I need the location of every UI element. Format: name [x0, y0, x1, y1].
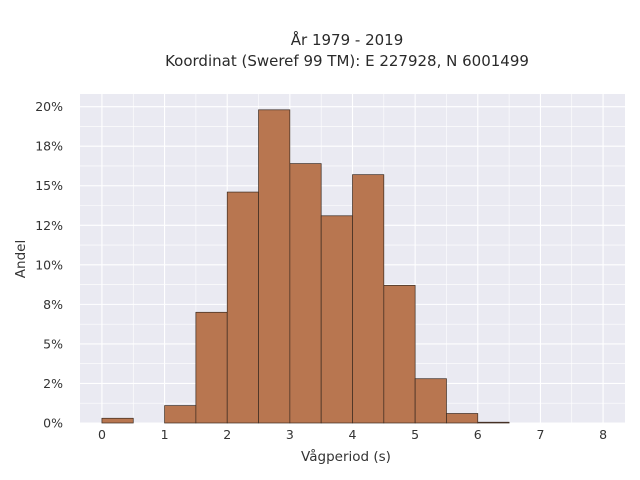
y-tick-label: 20%: [35, 99, 63, 114]
y-tick-label: 5%: [43, 336, 63, 351]
y-axis-label: Andel: [13, 240, 29, 278]
bars: [101, 109, 510, 424]
histogram-bar: [446, 413, 479, 424]
x-axis-ticks: 0 1 2 3 4 5 6 7 8: [98, 427, 607, 442]
x-tick-label: 5: [411, 427, 419, 442]
histogram-bar: [289, 163, 322, 424]
histogram-bar: [258, 109, 291, 424]
histogram-bar: [477, 421, 510, 424]
x-tick-label: 3: [286, 427, 294, 442]
y-tick-label: 12%: [35, 218, 63, 233]
histogram-bar: [414, 378, 447, 424]
histogram-bar: [352, 174, 385, 424]
y-tick-label: 18%: [35, 139, 63, 154]
x-tick-label: 8: [599, 427, 607, 442]
x-tick-label: 1: [161, 427, 169, 442]
y-tick-label: 10%: [35, 257, 63, 272]
x-tick-label: 4: [349, 427, 357, 442]
histogram-bar: [164, 405, 197, 424]
y-tick-label: 8%: [43, 297, 63, 312]
y-tick-label: 2%: [43, 376, 63, 391]
y-tick-label: 15%: [35, 178, 63, 193]
x-tick-label: 6: [474, 427, 482, 442]
y-axis-ticks: 0% 2% 5% 8% 10% 12% 15% 18% 20%: [35, 99, 63, 430]
histogram-bar: [195, 311, 228, 424]
x-tick-label: 2: [223, 427, 231, 442]
x-tick-label: 7: [536, 427, 544, 442]
x-axis-label: Vågperiod (s): [301, 448, 391, 465]
x-tick-label: 0: [98, 427, 106, 442]
histogram-bar: [383, 285, 416, 424]
chart-title: År 1979 - 2019: [291, 30, 404, 49]
chart-subtitle: Koordinat (Sweref 99 TM): E 227928, N 60…: [165, 52, 529, 70]
histogram-bar: [101, 417, 134, 424]
y-tick-label: 0%: [43, 416, 63, 431]
histogram-bar: [320, 215, 353, 424]
histogram-bar: [226, 191, 259, 424]
